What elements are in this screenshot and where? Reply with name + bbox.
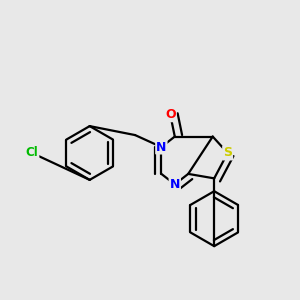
Text: S: S bbox=[223, 146, 232, 160]
Text: Cl: Cl bbox=[26, 146, 38, 160]
Text: N: N bbox=[156, 140, 167, 154]
Text: O: O bbox=[165, 108, 175, 121]
Text: N: N bbox=[169, 178, 180, 191]
